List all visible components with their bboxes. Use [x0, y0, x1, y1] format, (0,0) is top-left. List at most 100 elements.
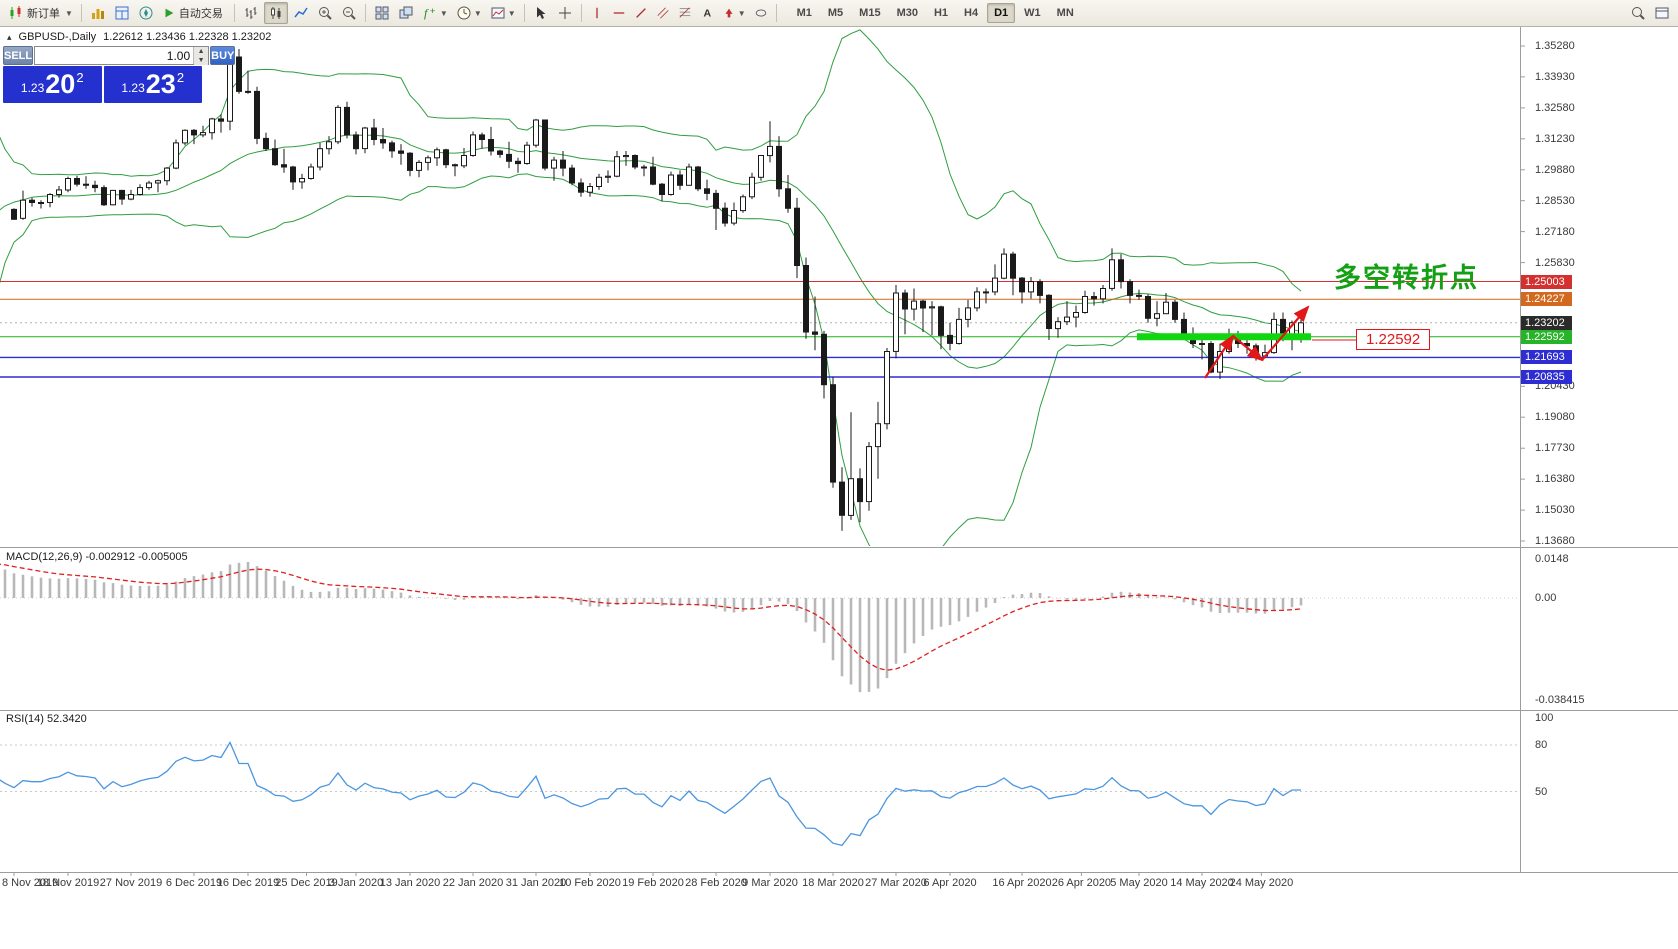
price-axis-label: 1.32580	[1535, 101, 1575, 114]
bid-pipette: 2	[76, 70, 84, 85]
indicators-button[interactable]: f + ▼	[419, 2, 451, 24]
zoom-in-icon	[318, 7, 332, 20]
chart-header: ▴ GBPUSD-,Daily 1.22612 1.23436 1.22328 …	[7, 31, 271, 43]
time-axis-label: 3 Jan 2020	[328, 877, 384, 889]
chevron-down-icon: ▼	[473, 8, 482, 18]
cursor-button[interactable]	[530, 2, 552, 24]
timeframe-button-h1[interactable]: H1	[933, 7, 949, 19]
support-price-callout[interactable]: 1.22592	[1356, 329, 1431, 350]
price-axis-label: 1.25830	[1535, 256, 1575, 269]
data-window-button[interactable]	[111, 2, 133, 24]
vertical-line-button[interactable]	[587, 2, 607, 24]
arrows-tool-button[interactable]: ▼	[719, 2, 749, 24]
timeframe-button-w1[interactable]: W1	[1024, 7, 1041, 19]
rsi-axis-label: 100	[1535, 712, 1554, 724]
toolbar-separator	[775, 4, 777, 22]
fibonacci-button[interactable]	[675, 2, 695, 24]
auto-trading-button[interactable]: 自动交易	[159, 2, 229, 24]
timeframe-button-h4[interactable]: H4	[964, 7, 979, 19]
turning-point-annotation[interactable]: 多空转折点	[1334, 263, 1479, 293]
time-axis[interactable]: 8 Nov 2019 18 Nov 2019 27 Nov 2019 6 Dec 20…	[0, 876, 1678, 892]
price-marker-1.20835: 1.20835	[1521, 370, 1572, 385]
price-axis-label: 1.28530	[1535, 194, 1575, 207]
indicators-fx-icon: f +	[424, 6, 435, 20]
bar-chart-button[interactable]	[240, 2, 262, 24]
time-axis-label: 28 Feb 2020	[685, 877, 747, 889]
panel-separator-rsi[interactable]	[0, 710, 1678, 711]
panel-separator-macd[interactable]	[0, 547, 1678, 548]
candlestick-chart-button[interactable]	[263, 2, 288, 24]
timeframe-button-m15[interactable]: M15	[859, 7, 881, 19]
clock-icon	[457, 6, 471, 20]
trade-plan-arrows[interactable]	[1204, 305, 1356, 379]
rsi-layer	[0, 740, 1520, 847]
macd-axis-label: 0.0148	[1535, 552, 1569, 565]
timeframe-button-m30[interactable]: M30	[896, 7, 918, 19]
macd-axis-label: -0.038415	[1535, 694, 1585, 707]
crosshair-button[interactable]	[554, 2, 576, 24]
text-icon: A	[703, 8, 711, 20]
trendline-button[interactable]	[631, 2, 651, 24]
new-order-button[interactable]: 新订单 ▼	[5, 2, 76, 24]
tile-windows-icon	[375, 6, 389, 20]
timeframe-button-mn[interactable]: MN	[1056, 7, 1074, 19]
channel-button[interactable]	[653, 2, 673, 24]
sell-button[interactable]: SELL	[3, 46, 34, 65]
main-price-layer	[0, 29, 1520, 546]
fibonacci-icon	[679, 7, 690, 18]
buy-button[interactable]: BUY	[210, 46, 236, 65]
toolbar-separator	[233, 4, 235, 22]
time-axis-separator	[0, 872, 1678, 873]
periods-button[interactable]: ▼	[453, 2, 485, 24]
market-watch-button[interactable]	[87, 2, 109, 24]
symbol-icon: ▴	[7, 31, 12, 42]
time-axis-label: 10 Feb 2020	[559, 877, 621, 889]
price-axis-label: 1.13680	[1535, 535, 1575, 547]
time-axis-label: 25 Dec 2019	[275, 877, 338, 889]
volume-down-button[interactable]: ▼	[194, 56, 209, 65]
templates-button[interactable]: ▼	[487, 2, 519, 24]
time-axis-label: 27 Mar 2020	[865, 877, 927, 889]
zoom-in-button[interactable]	[314, 2, 336, 24]
bid-price[interactable]: 1.23 20 2	[3, 66, 102, 103]
one-click-top-row: SELL ▲ ▼ BUY	[3, 46, 236, 65]
one-click-prices: 1.23 20 2 1.23 23 2	[3, 66, 202, 103]
candlestick-chart-icon	[270, 7, 281, 19]
text-label-button[interactable]: A	[697, 2, 717, 24]
macd-axis-label: 0.00	[1535, 592, 1557, 604]
price-marker-1.25003: 1.25003	[1521, 274, 1572, 289]
search-button[interactable]	[1627, 2, 1649, 24]
volume-up-button[interactable]: ▲	[194, 47, 209, 56]
line-chart-button[interactable]	[290, 2, 312, 24]
volume-input[interactable]	[35, 47, 194, 64]
navigator-button[interactable]	[135, 2, 157, 24]
candlestick-order-icon	[10, 6, 21, 19]
horizontal-price-lines[interactable]	[0, 281, 1520, 378]
ask-price[interactable]: 1.23 23 2	[103, 66, 202, 103]
price-axis[interactable]: 1.35280 1.33930 1.32580 1.31230 1.29880 1.285…	[1521, 0, 1678, 949]
chevron-down-icon: ▼	[507, 8, 516, 18]
ask-big-digits: 23	[145, 69, 176, 99]
toolbar-separator	[580, 4, 582, 22]
price-marker-1.23202: 1.23202	[1521, 315, 1572, 330]
time-axis-label: 22 Jan 2020	[442, 877, 504, 889]
volume-field: ▲ ▼	[34, 46, 210, 65]
timeframe-button-m5[interactable]: M5	[827, 7, 844, 19]
chart-ohlc-values: 1.22612 1.23436 1.22328 1.23202	[103, 31, 272, 43]
zoom-out-button[interactable]	[338, 2, 360, 24]
tile-windows-button[interactable]	[371, 2, 393, 24]
time-axis-label: 8 Nov 2019	[2, 877, 59, 889]
price-axis-label: 1.33930	[1535, 70, 1575, 83]
macd-layer	[0, 562, 1520, 693]
price-axis-label: 1.29880	[1535, 163, 1575, 176]
bid-prefix: 1.23	[20, 80, 45, 95]
cascade-windows-button[interactable]	[395, 2, 417, 24]
timeframe-button-m1[interactable]: M1	[796, 7, 812, 19]
shapes-button[interactable]	[751, 2, 771, 24]
horizontal-line-button[interactable]	[609, 2, 629, 24]
new-chart-window-button[interactable]	[1651, 2, 1673, 24]
timeframe-button-d1[interactable]: D1	[987, 3, 1016, 23]
price-axis-label: 1.17730	[1535, 442, 1575, 455]
